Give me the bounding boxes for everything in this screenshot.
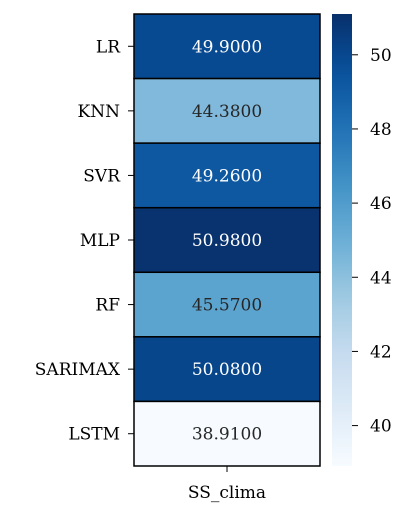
colorbar-gradient: [332, 14, 352, 466]
row-label-mlp: MLP: [80, 231, 120, 251]
colorbar-tick-label: 50: [370, 46, 392, 66]
cell-value-label: 49.2600: [192, 166, 262, 186]
row-label-svr: SVR: [83, 166, 121, 186]
cell-value-label: 49.9000: [192, 37, 262, 57]
heatmap-cell-svr: [133, 142, 321, 209]
colorbar-tick-label: 44: [370, 268, 392, 288]
column-labels: SS_clima: [188, 466, 266, 503]
colorbar: 40 42 44 46 48 50: [332, 14, 392, 466]
row-label-rf: RF: [95, 296, 120, 316]
row-label-lr: LR: [96, 37, 121, 57]
cell-value-label: 45.5700: [192, 296, 262, 316]
row-label-sarimax: SARIMAX: [35, 360, 121, 380]
heatmap-cell-lr: [133, 13, 321, 80]
colorbar-tick-label: 48: [370, 120, 392, 140]
row-label-knn: KNN: [78, 102, 121, 122]
cell-value-label: 50.0800: [192, 360, 262, 380]
colorbar-tick-label: 46: [370, 194, 392, 214]
heatmap-cell-knn: [133, 77, 321, 144]
heatmap-cells: 49.9000 44.3800 49.2600 50.9800 45.5700 50.08…: [133, 13, 321, 467]
cell-value-label: 44.3800: [192, 102, 262, 122]
colorbar-tick-label: 42: [370, 342, 392, 362]
heatmap-cell-mlp: [133, 206, 321, 274]
cell-value-label: 50.9800: [192, 231, 262, 251]
row-labels: LR KNN SVR MLP RF SARIMAX LSTM: [35, 37, 134, 445]
column-label: SS_clima: [188, 483, 266, 503]
cell-value-label: 38.9100: [192, 425, 262, 445]
row-label-lstm: LSTM: [68, 425, 120, 445]
colorbar-tick-label: 40: [370, 417, 392, 437]
